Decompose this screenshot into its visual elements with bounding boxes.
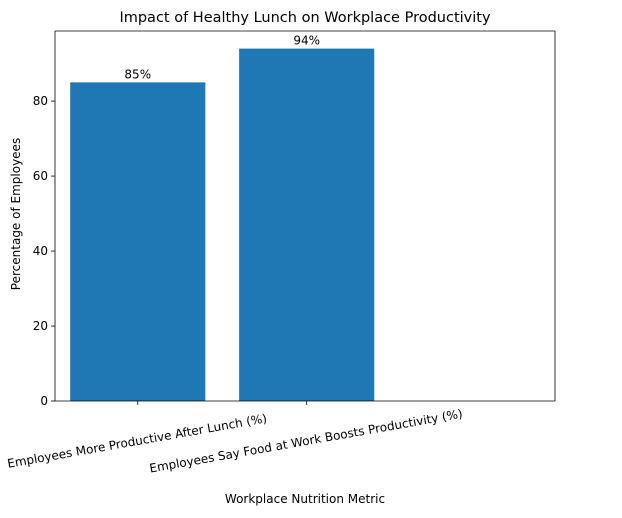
bar [239,48,375,401]
x-tick-label: Employees Say Food at Work Boosts Produc… [148,407,463,476]
y-tick-label: 40 [33,244,48,258]
x-tick-label: Employees More Productive After Lunch (%… [6,411,268,471]
y-tick-label: 0 [40,394,48,408]
y-axis-label: Percentage of Employees [9,138,23,290]
value-label: 85% [124,67,151,81]
x-axis-label: Workplace Nutrition Metric [225,492,385,506]
chart-title: Impact of Healthy Lunch on Workplace Pro… [119,10,491,26]
y-tick-label: 20 [33,319,48,333]
y-tick-label: 80 [33,94,48,108]
bar [70,82,206,401]
value-label: 94% [293,34,320,48]
y-tick-label: 60 [33,169,48,183]
